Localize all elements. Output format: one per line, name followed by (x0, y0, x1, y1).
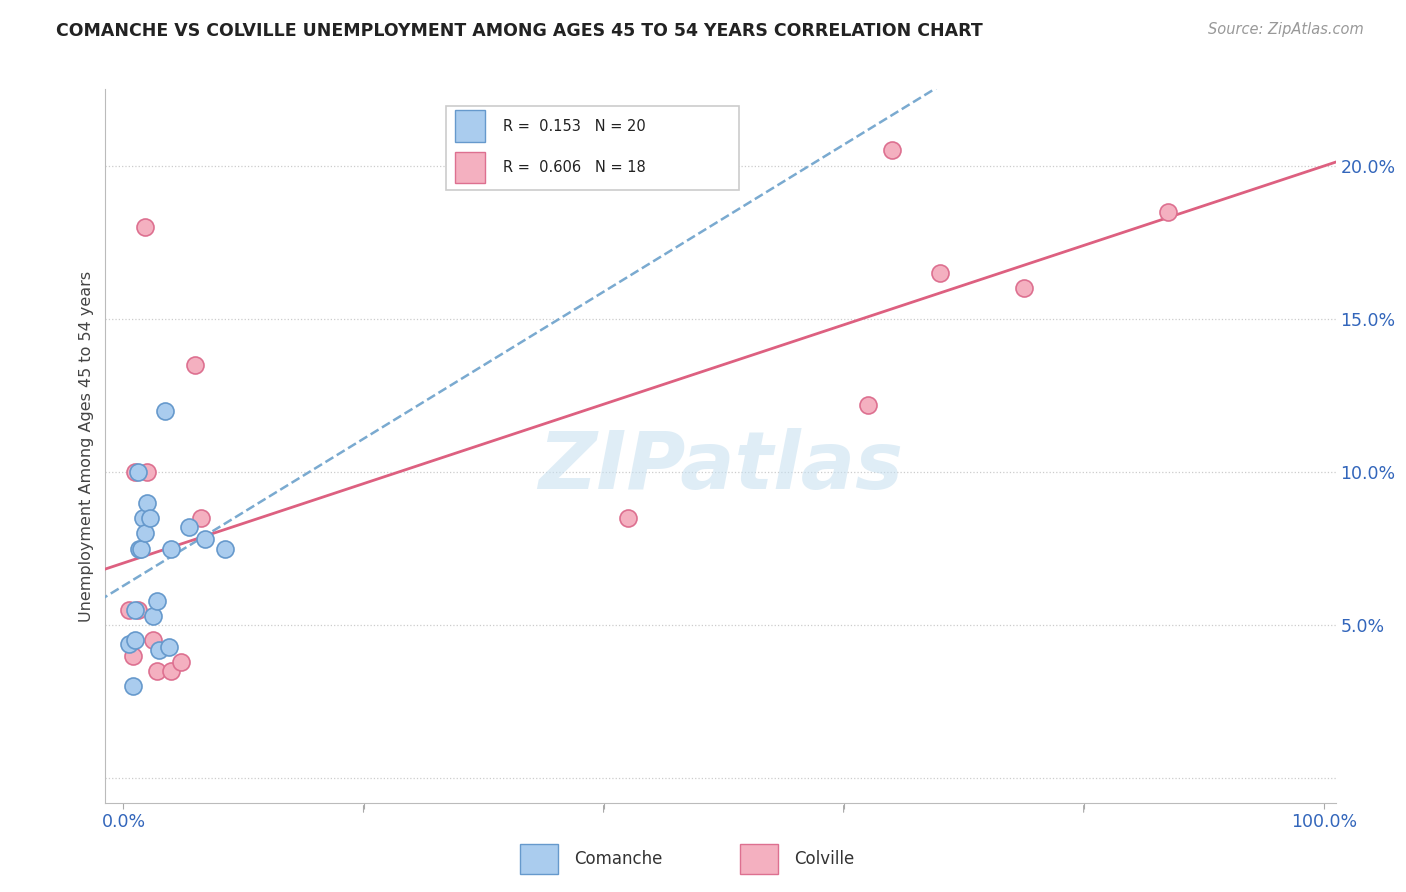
Point (1156, 204, 1178, 219)
Point (184, 358, 207, 372)
Point (122, 680, 145, 694)
Point (170, 655, 193, 669)
Bar (456, 152, 485, 183)
Point (124, 603, 146, 617)
Point (160, 541, 183, 556)
Text: COMANCHE VS COLVILLE UNEMPLOYMENT AMONG AGES 45 TO 54 YEARS CORRELATION CHART: COMANCHE VS COLVILLE UNEMPLOYMENT AMONG … (56, 22, 983, 40)
Point (194, 533, 217, 547)
Y-axis label: Unemployment Among Ages 45 to 54 years: Unemployment Among Ages 45 to 54 years (79, 270, 94, 622)
Point (856, 398, 879, 412)
Text: Colville: Colville (794, 850, 855, 868)
Point (124, 465, 146, 479)
Point (146, 664, 169, 678)
Text: Comanche: Comanche (574, 850, 662, 868)
Text: Source: ZipAtlas.com: Source: ZipAtlas.com (1208, 22, 1364, 37)
FancyBboxPatch shape (446, 106, 740, 190)
Point (190, 511, 212, 525)
Point (131, 511, 153, 525)
Point (131, 541, 153, 556)
Point (136, 496, 159, 510)
Point (136, 465, 159, 479)
Point (128, 541, 150, 556)
Point (118, 603, 141, 617)
Point (214, 541, 236, 556)
Point (139, 511, 162, 525)
Bar (456, 111, 485, 142)
Point (124, 633, 146, 648)
Text: R =  0.606   N = 18: R = 0.606 N = 18 (503, 160, 647, 175)
Point (157, 640, 180, 654)
Text: R =  0.153   N = 20: R = 0.153 N = 20 (503, 119, 647, 134)
Point (928, 266, 950, 280)
Point (1012, 281, 1035, 295)
Point (616, 511, 638, 525)
Point (127, 465, 149, 479)
Point (148, 642, 170, 657)
Point (122, 648, 145, 663)
Point (155, 404, 177, 418)
Point (179, 520, 201, 534)
Point (146, 593, 169, 607)
Bar (520, 844, 558, 874)
Bar (740, 844, 779, 874)
Point (880, 144, 903, 158)
Point (127, 603, 149, 617)
Point (142, 609, 165, 624)
Point (142, 633, 165, 648)
Point (160, 664, 183, 678)
Point (134, 526, 156, 541)
Point (118, 636, 141, 650)
Point (134, 220, 156, 235)
Text: ZIPatlas: ZIPatlas (538, 428, 903, 507)
